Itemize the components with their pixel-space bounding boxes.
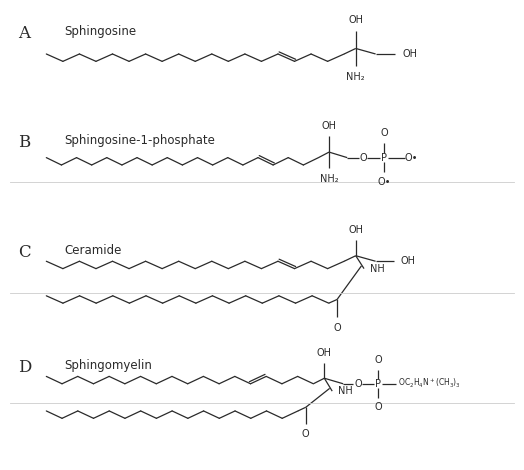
Text: NH: NH <box>370 264 385 274</box>
Text: OH: OH <box>400 256 415 266</box>
Text: O: O <box>354 379 362 389</box>
Text: Sphingosine: Sphingosine <box>64 25 136 39</box>
Text: O: O <box>380 128 388 138</box>
Text: O: O <box>302 430 310 439</box>
Text: OH: OH <box>322 121 336 131</box>
Text: Ceramide: Ceramide <box>64 244 122 257</box>
Text: O•: O• <box>377 177 391 187</box>
Text: O: O <box>374 402 382 412</box>
Text: OH: OH <box>348 225 363 235</box>
Text: NH: NH <box>339 386 353 396</box>
Text: B: B <box>18 133 30 151</box>
Text: C: C <box>18 244 31 261</box>
Text: O: O <box>374 355 382 365</box>
Text: NH₂: NH₂ <box>346 72 365 82</box>
Text: OH: OH <box>317 348 332 358</box>
Text: O: O <box>333 322 341 332</box>
Text: D: D <box>18 360 31 376</box>
Text: Sphingosine-1-phosphate: Sphingosine-1-phosphate <box>64 133 215 147</box>
Text: O: O <box>360 153 367 163</box>
Text: OC$_2$H$_4$N$^+$(CH$_3$)$_3$: OC$_2$H$_4$N$^+$(CH$_3$)$_3$ <box>398 377 461 391</box>
Text: P: P <box>375 379 381 389</box>
Text: A: A <box>18 25 30 42</box>
Text: P: P <box>381 153 387 163</box>
Text: Sphingomyelin: Sphingomyelin <box>64 360 152 372</box>
Text: OH: OH <box>348 16 363 25</box>
Text: NH₂: NH₂ <box>320 174 339 184</box>
Text: O•: O• <box>404 153 418 163</box>
Text: OH: OH <box>402 49 417 59</box>
